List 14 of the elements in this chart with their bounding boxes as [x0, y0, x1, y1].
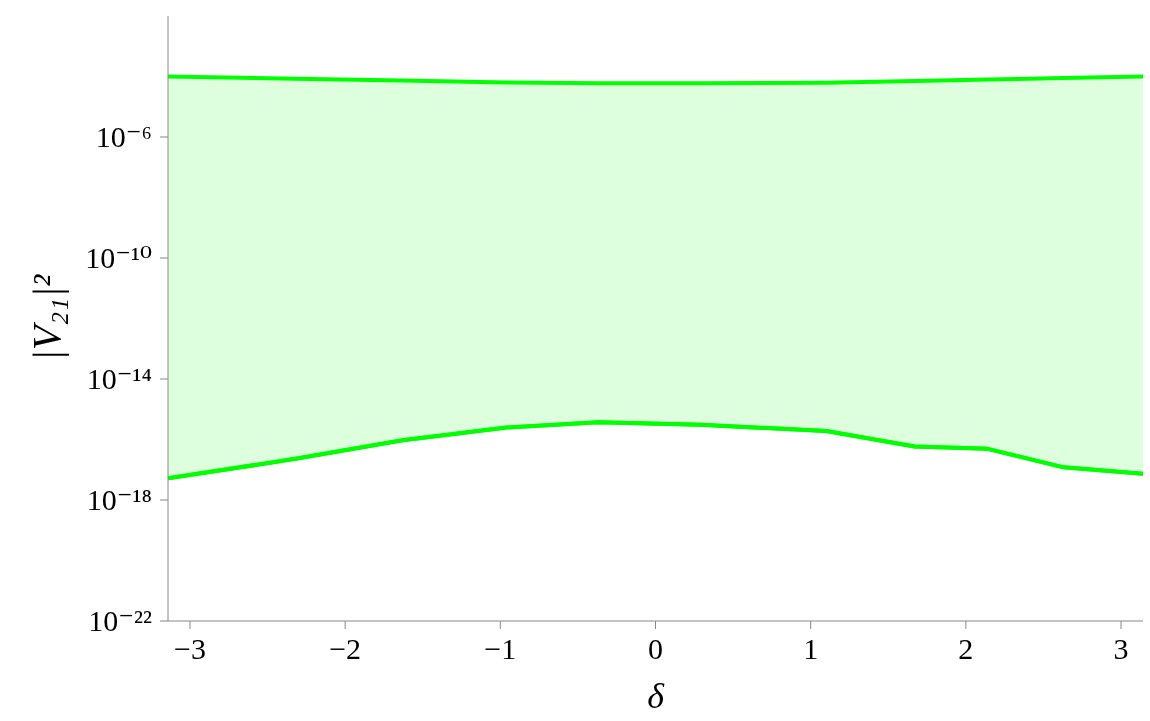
x-tick-label: −1 [484, 632, 517, 665]
x-tick-label: 0 [648, 632, 663, 665]
y-tick-label: 10⁻¹⁴ [86, 362, 152, 395]
x-tick-label: 2 [958, 632, 974, 665]
x-tick-label: 1 [803, 632, 819, 665]
y-axis-title: |V₂₁|² [24, 273, 69, 362]
y-tick-label: 10⁻⁶ [95, 120, 152, 153]
x-axis-title: δ [647, 676, 666, 716]
x-tick-label: 3 [1113, 632, 1129, 665]
y-tick-label: 10⁻¹⁸ [86, 483, 152, 516]
y-tick-label: 10⁻²² [88, 604, 152, 637]
x-tick-label: −2 [329, 632, 362, 665]
y-tick-label: 10⁻¹⁰ [85, 241, 152, 274]
x-tick-label: −3 [174, 632, 206, 665]
